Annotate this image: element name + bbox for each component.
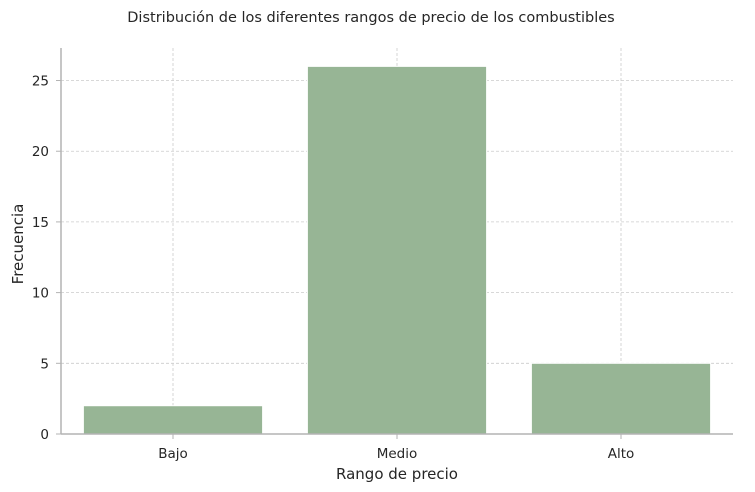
bar-alto bbox=[530, 362, 712, 435]
y-tick-label: 25 bbox=[32, 74, 49, 90]
bar-layer bbox=[82, 65, 712, 435]
y-tick-label: 0 bbox=[40, 427, 49, 443]
chart-title: Distribución de los diferentes rangos de… bbox=[127, 10, 614, 26]
bar-bajo bbox=[82, 405, 264, 435]
axis-layer: 0 5 10 15 20 25 Bajo Medio Alto bbox=[32, 48, 733, 462]
x-tick-label: Medio bbox=[377, 446, 418, 462]
bar-medio bbox=[306, 65, 488, 435]
x-tick-label: Alto bbox=[608, 446, 635, 462]
y-tick-label: 10 bbox=[32, 286, 49, 302]
x-axis-label: Rango de precio bbox=[336, 465, 458, 483]
y-tick-label: 15 bbox=[32, 215, 49, 231]
y-tick-label: 20 bbox=[32, 144, 49, 160]
x-tick-label: Bajo bbox=[158, 446, 188, 462]
y-tick-label: 5 bbox=[40, 356, 49, 372]
y-axis-label: Frecuencia bbox=[9, 204, 27, 285]
